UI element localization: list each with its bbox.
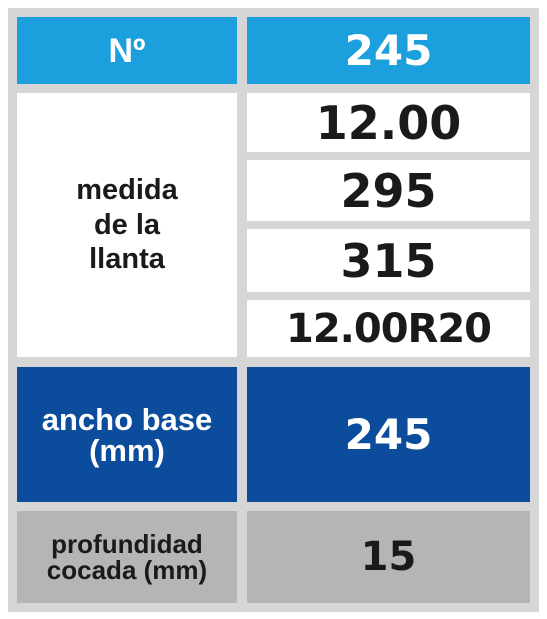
size-value: 12.00 (315, 95, 462, 150)
label-line: cocada (mm) (46, 555, 208, 585)
label-line: de la (93, 208, 161, 241)
label-line: (mm) (89, 432, 165, 468)
label-line: llanta (89, 243, 165, 276)
base-width-value-cell: 245 (247, 367, 530, 502)
header-value-cell: 245 (247, 17, 530, 84)
size-label-cell: medida de la llanta (17, 93, 237, 357)
size-value: 295 (340, 163, 437, 218)
size-value-cell: 295 (247, 160, 530, 221)
base-width-value: 245 (344, 410, 433, 459)
header-value: 245 (344, 26, 433, 75)
label-line: medida (76, 173, 178, 206)
table: Nº 245 medida de la llanta 12.00 295 315… (8, 8, 539, 612)
size-value-cell: 12.00 (247, 93, 530, 152)
header-label-cell: Nº (17, 17, 237, 84)
base-width-label-cell: ancho base (mm) (17, 367, 237, 502)
tread-depth-label-cell: profundidad cocada (mm) (17, 511, 237, 603)
size-value-cell: 12.00R20 (247, 300, 530, 357)
size-value: 315 (340, 233, 437, 288)
label-line: profundidad (51, 529, 203, 559)
size-value: 12.00R20 (286, 305, 492, 352)
size-value-cell: 315 (247, 229, 530, 292)
tread-depth-value-cell: 15 (247, 511, 530, 603)
header-label: Nº (108, 31, 146, 70)
tread-depth-value: 15 (360, 534, 417, 580)
label-line: ancho base (41, 401, 213, 437)
